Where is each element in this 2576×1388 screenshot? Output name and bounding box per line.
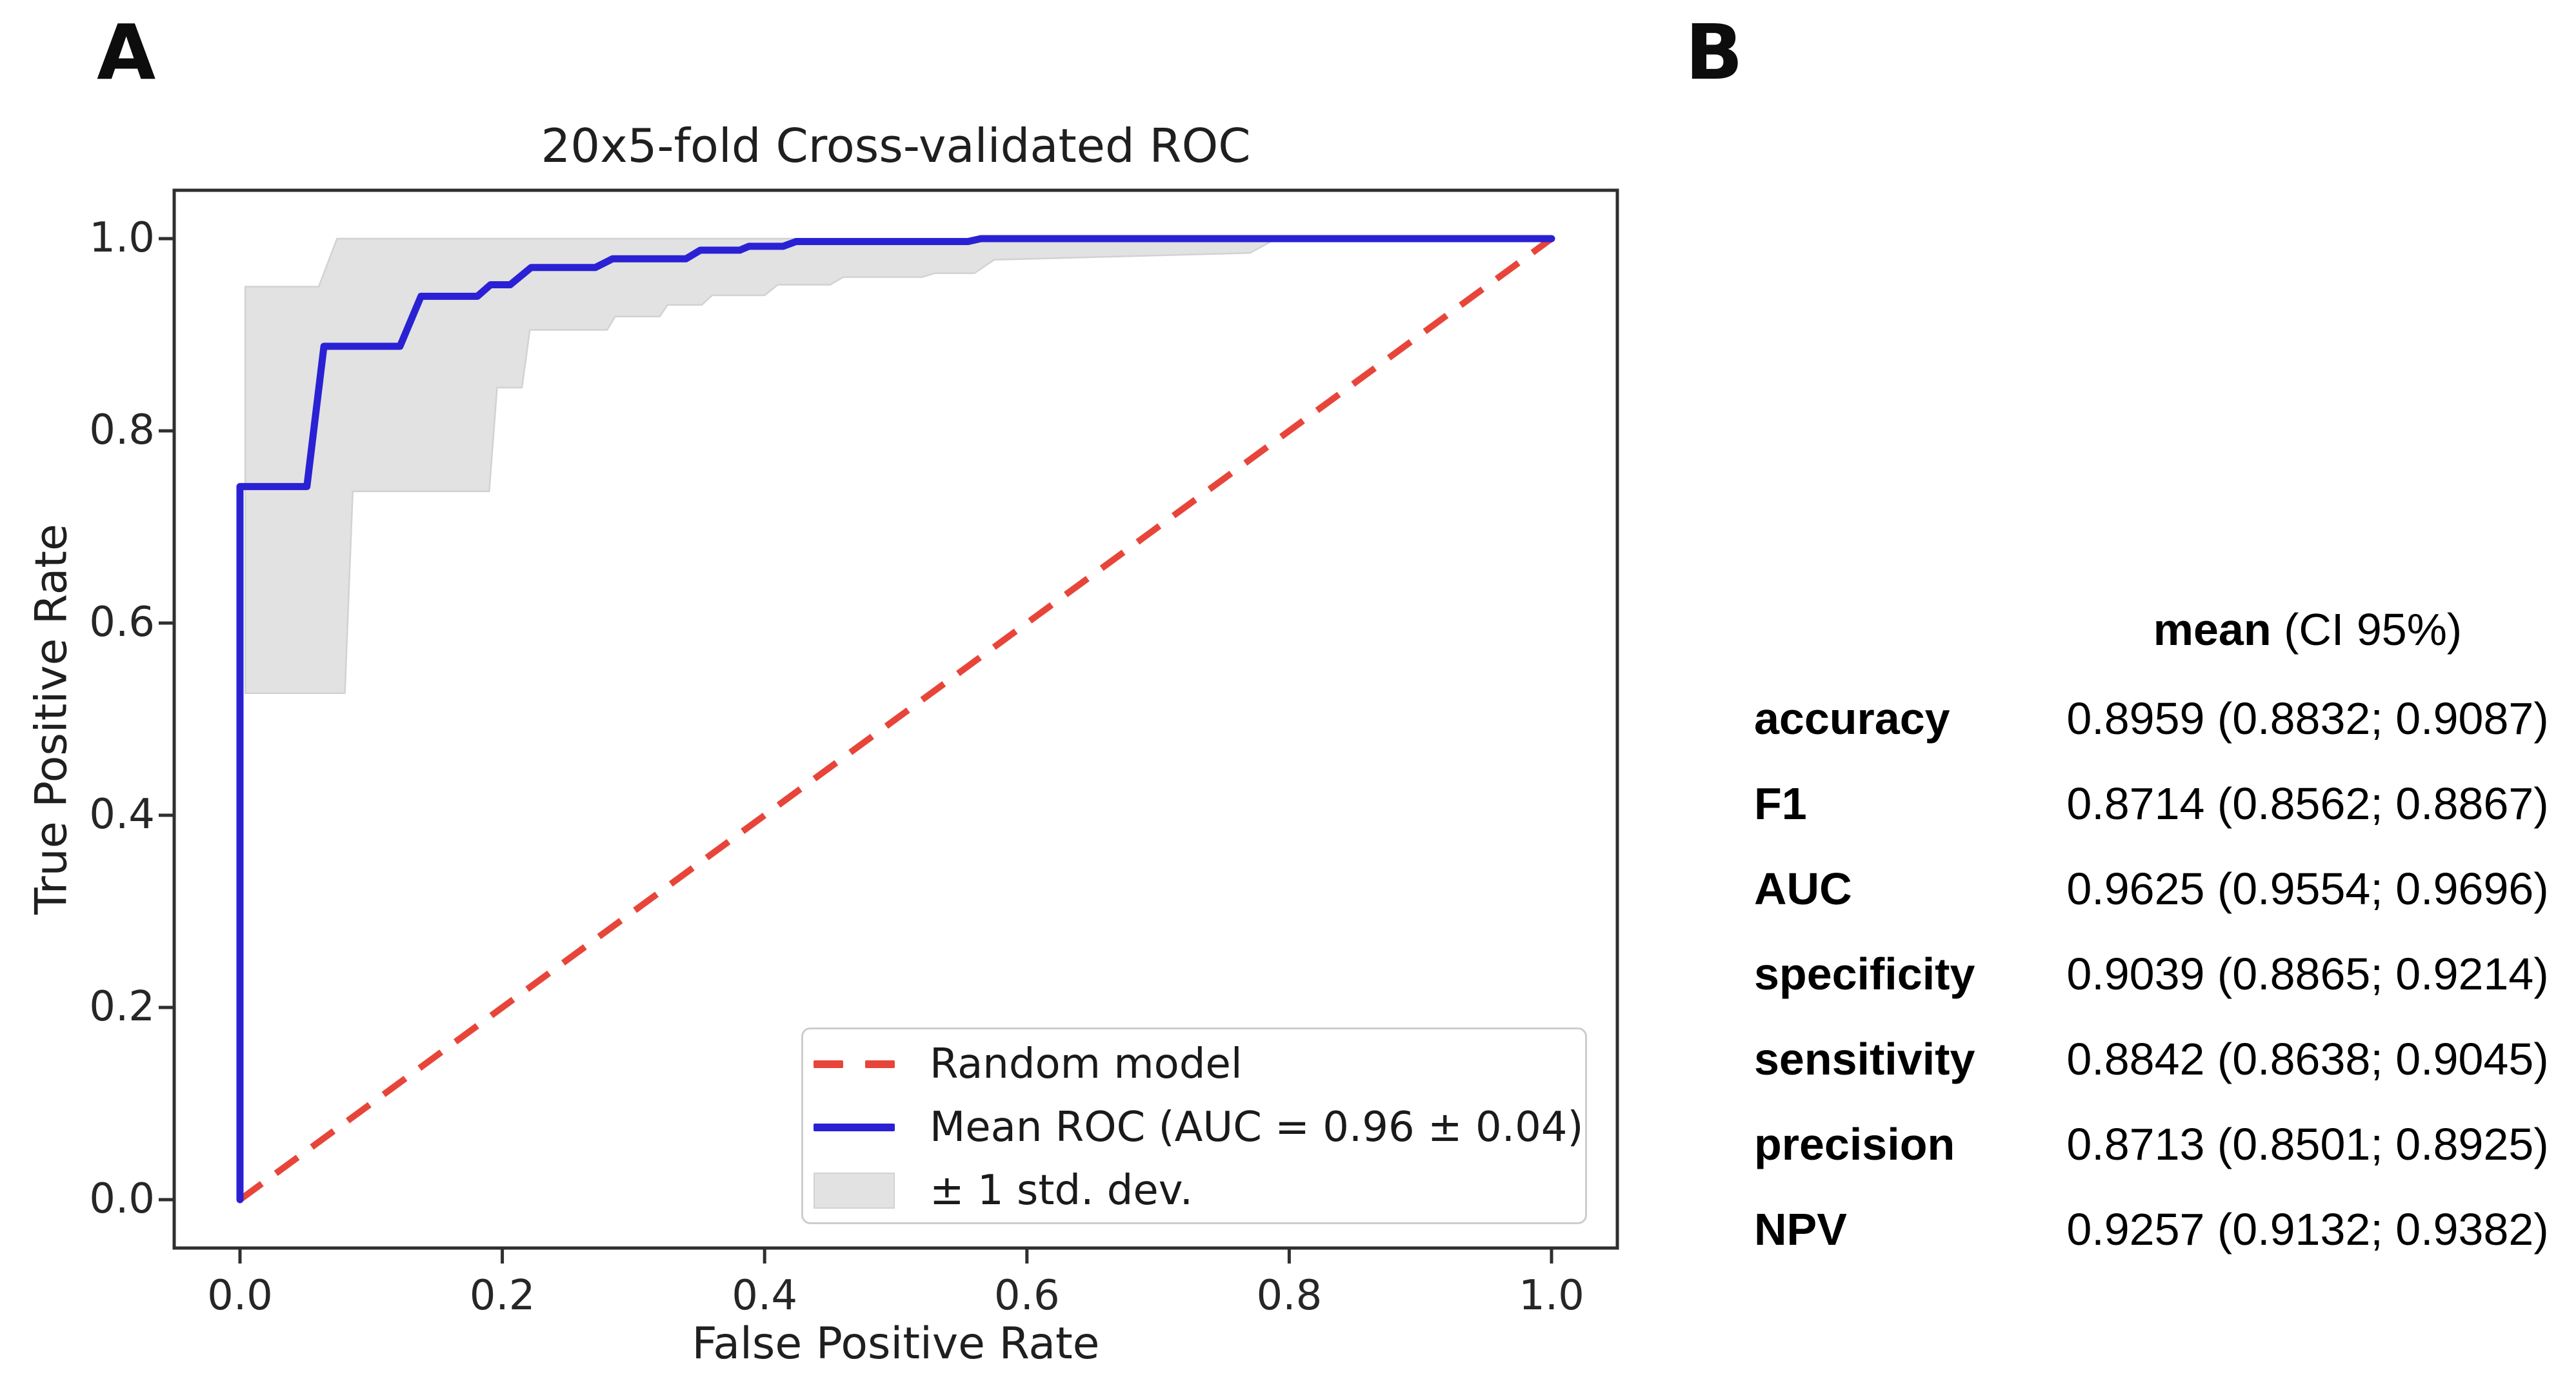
x-tick-label: 0.0 — [207, 1272, 273, 1320]
metric-name: precision — [1754, 1119, 1955, 1169]
table-row: NPV 0.9257 (0.9132; 0.9382) — [1754, 1200, 2576, 1259]
metric-name: specificity — [1754, 949, 1975, 999]
metric-value: 0.9039 (0.8865; 0.9214) — [2066, 949, 2549, 999]
x-tick-label: 0.2 — [469, 1272, 535, 1320]
y-tick-label: 1.0 — [89, 214, 155, 262]
x-tick-label: 1.0 — [1519, 1272, 1584, 1320]
legend-label: Random model — [930, 1040, 1243, 1088]
table-row: F1 0.8714 (0.8562; 0.8867) — [1754, 774, 2576, 833]
metric-value: 0.9257 (0.9132; 0.9382) — [2066, 1204, 2549, 1254]
y-tick-label: 0.4 — [89, 791, 155, 838]
header-mean: mean — [2153, 604, 2271, 655]
x-tick-label: 0.6 — [993, 1272, 1060, 1320]
metric-name: NPV — [1754, 1204, 1847, 1254]
std-dev-band — [244, 237, 1553, 695]
header-ci: (CI 95%) — [2271, 604, 2462, 655]
blue-line-icon — [814, 1124, 895, 1131]
x-tick-label: 0.4 — [732, 1272, 798, 1320]
metric-value: 0.8713 (0.8501; 0.8925) — [2066, 1119, 2549, 1169]
panel-a-label: A — [97, 8, 156, 97]
roc-legend: Random model Mean ROC (AUC = 0.96 ± 0.04… — [801, 1027, 1587, 1224]
y-tick-label: 0.2 — [89, 983, 155, 1031]
legend-item-mean-roc: Mean ROC (AUC = 0.96 ± 0.04) — [803, 1102, 1585, 1153]
table-row: sensitivity 0.8842 (0.8638; 0.9045) — [1754, 1029, 2576, 1089]
table-row: AUC 0.9625 (0.9554; 0.9696) — [1754, 859, 2576, 918]
table-row: specificity 0.9039 (0.8865; 0.9214) — [1754, 944, 2576, 1004]
metric-value: 0.8842 (0.8638; 0.9045) — [2066, 1034, 2549, 1084]
chart-title: 20x5-fold Cross-validated ROC — [541, 119, 1251, 173]
table-row: precision 0.8713 (0.8501; 0.8925) — [1754, 1115, 2576, 1174]
metric-value: 0.9625 (0.9554; 0.9696) — [2066, 864, 2549, 914]
legend-item-std-dev: ± 1 std. dev. — [803, 1165, 1585, 1216]
legend-label: ± 1 std. dev. — [930, 1167, 1193, 1214]
mean-roc-line — [236, 235, 1555, 1204]
metric-value: 0.8714 (0.8562; 0.8867) — [2066, 778, 2549, 829]
legend-item-random-model: Random model — [803, 1038, 1585, 1090]
metric-name: F1 — [1754, 778, 1807, 829]
x-axis-label: False Positive Rate — [692, 1318, 1100, 1369]
table-row: accuracy 0.8959 (0.8832; 0.9087) — [1754, 689, 2576, 748]
random-model-line — [238, 235, 1553, 1203]
table-header: mean (CI 95%) — [2037, 600, 2576, 659]
y-axis-label: True Positive Rate — [26, 524, 77, 915]
metric-value: 0.8959 (0.8832; 0.9087) — [2066, 693, 2549, 744]
y-tick-label: 0.6 — [89, 599, 155, 646]
red-dashed-line-icon — [814, 1060, 895, 1068]
y-tick-label: 0.8 — [89, 406, 155, 454]
metric-name: AUC — [1754, 864, 1852, 914]
panel-b-label: B — [1685, 8, 1743, 97]
gray-patch-icon — [814, 1173, 895, 1209]
plot-box — [172, 188, 1619, 1250]
metric-name: accuracy — [1754, 693, 1950, 744]
legend-label: Mean ROC (AUC = 0.96 ± 0.04) — [930, 1104, 1584, 1151]
x-tick-label: 0.8 — [1256, 1272, 1323, 1320]
metric-name: sensitivity — [1754, 1034, 1975, 1084]
y-tick-label: 0.0 — [89, 1175, 155, 1223]
